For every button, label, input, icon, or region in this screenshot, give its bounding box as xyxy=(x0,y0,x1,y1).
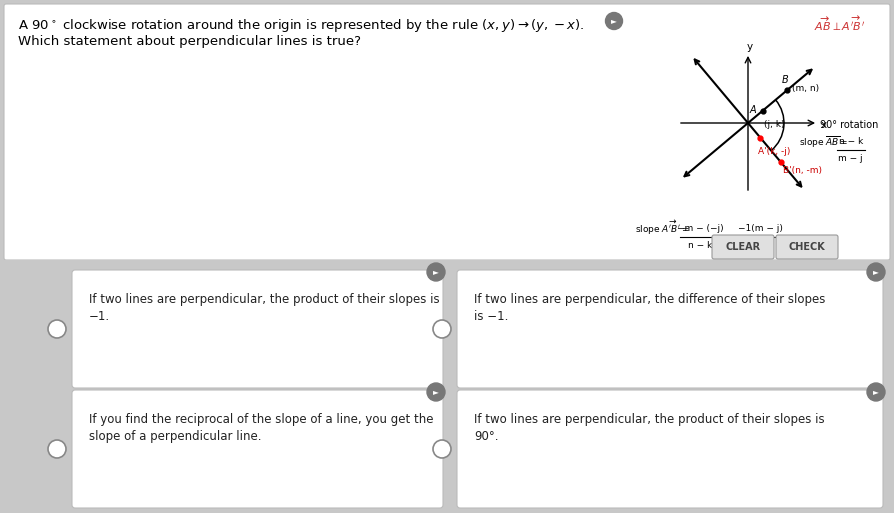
Circle shape xyxy=(48,440,66,458)
Text: If two lines are perpendicular, the product of their slopes is: If two lines are perpendicular, the prod… xyxy=(89,293,440,306)
Text: (m, n): (m, n) xyxy=(792,84,819,93)
Text: CHECK: CHECK xyxy=(789,242,825,252)
Text: B: B xyxy=(781,75,789,85)
FancyBboxPatch shape xyxy=(457,390,883,508)
Text: is −1.: is −1. xyxy=(474,310,509,323)
Text: −1(m − j): −1(m − j) xyxy=(738,224,782,233)
FancyBboxPatch shape xyxy=(4,4,890,260)
Text: slope $\overline{AB}=$: slope $\overline{AB}=$ xyxy=(799,135,848,150)
Circle shape xyxy=(433,440,451,458)
Text: n − k: n − k xyxy=(687,241,713,250)
FancyBboxPatch shape xyxy=(776,235,838,259)
Text: B'(n, -m): B'(n, -m) xyxy=(783,166,822,175)
Text: If two lines are perpendicular, the difference of their slopes: If two lines are perpendicular, the diff… xyxy=(474,293,825,306)
Circle shape xyxy=(605,12,622,30)
Text: slope of a perpendicular line.: slope of a perpendicular line. xyxy=(89,430,262,443)
Text: If two lines are perpendicular, the product of their slopes is: If two lines are perpendicular, the prod… xyxy=(474,413,824,426)
Text: −m − (−j): −m − (−j) xyxy=(677,224,723,233)
Circle shape xyxy=(427,263,445,281)
Text: ►: ► xyxy=(433,267,439,277)
Text: If you find the reciprocal of the slope of a line, you get the: If you find the reciprocal of the slope … xyxy=(89,413,434,426)
FancyBboxPatch shape xyxy=(72,270,443,388)
FancyBboxPatch shape xyxy=(457,270,883,388)
Text: m − j: m − j xyxy=(839,154,863,163)
Text: Which statement about perpendicular lines is true?: Which statement about perpendicular line… xyxy=(18,35,361,48)
Text: y: y xyxy=(747,42,753,52)
FancyBboxPatch shape xyxy=(0,260,894,268)
Text: A'(k, -j): A'(k, -j) xyxy=(758,147,791,156)
Text: n − k: n − k xyxy=(839,137,863,146)
FancyBboxPatch shape xyxy=(72,390,443,508)
Text: 90°.: 90°. xyxy=(474,430,499,443)
Text: ►: ► xyxy=(873,387,879,397)
Text: $\overrightarrow{AB}\perp\overrightarrow{A'B'}$: $\overrightarrow{AB}\perp\overrightarrow… xyxy=(814,15,865,33)
Text: 90° rotation: 90° rotation xyxy=(820,120,879,130)
FancyBboxPatch shape xyxy=(712,235,774,259)
Circle shape xyxy=(867,383,885,401)
Circle shape xyxy=(427,383,445,401)
Text: ►: ► xyxy=(611,16,617,26)
Text: n − k: n − k xyxy=(748,241,772,250)
Text: ►: ► xyxy=(433,387,439,397)
Circle shape xyxy=(433,320,451,338)
Text: CLEAR: CLEAR xyxy=(725,242,761,252)
Text: −1.: −1. xyxy=(89,310,110,323)
Circle shape xyxy=(48,320,66,338)
Text: =: = xyxy=(722,232,730,242)
Circle shape xyxy=(867,263,885,281)
Text: (j, k): (j, k) xyxy=(763,120,784,129)
Text: x: x xyxy=(821,120,827,130)
Text: A: A xyxy=(749,105,755,114)
Text: A 90$^\circ$ clockwise rotation around the origin is represented by the rule $(x: A 90$^\circ$ clockwise rotation around t… xyxy=(18,17,585,34)
Text: ►: ► xyxy=(873,267,879,277)
Text: slope $\overrightarrow{A'B'}=$: slope $\overrightarrow{A'B'}=$ xyxy=(635,219,690,237)
